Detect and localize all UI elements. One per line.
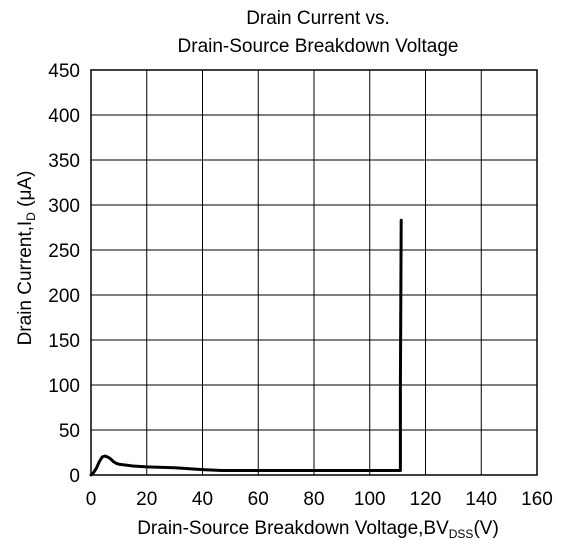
x-tick-label: 20 <box>136 489 157 510</box>
plot-frame <box>90 69 538 476</box>
y-axis-label-unit: (μA) <box>15 171 36 213</box>
y-tick-labels: 0 50 100 150 200 250 300 350 400 450 <box>48 61 80 487</box>
x-axis-label-subscript: DSS <box>449 527 474 541</box>
x-axis-label-unit: (V) <box>473 518 498 539</box>
x-axis-label-main: Drain-Source Breakdown Voltage,BV <box>137 518 449 539</box>
x-tick-labels: 0 20 40 60 80 100 120 140 160 <box>86 489 553 510</box>
chart-title-line-1: Drain Current vs. <box>246 8 390 29</box>
y-tick-label: 200 <box>48 286 80 307</box>
y-tick-label: 100 <box>48 376 80 397</box>
x-tick-label: 140 <box>465 489 497 510</box>
series-line <box>89 218 403 477</box>
chart-title-line-2: Drain-Source Breakdown Voltage <box>178 36 459 57</box>
x-tick-label: 120 <box>410 489 442 510</box>
x-tick-label: 60 <box>248 489 269 510</box>
x-axis-label: Drain-Source Breakdown Voltage,BVDSS(V) <box>137 518 499 541</box>
x-tick-label: 0 <box>86 489 97 510</box>
y-tick-label: 0 <box>69 466 80 487</box>
y-tick-label: 50 <box>59 421 80 442</box>
x-tick-label: 160 <box>521 489 553 510</box>
y-tick-label: 150 <box>48 331 80 352</box>
y-axis-label-main: Drain Current,I <box>15 221 36 346</box>
y-tick-label: 300 <box>48 196 80 217</box>
y-axis-label: Drain Current,ID (μA) <box>15 171 38 346</box>
y-tick-label: 250 <box>48 241 80 262</box>
y-axis-label-subscript: D <box>24 212 38 221</box>
x-tick-label: 40 <box>192 489 213 510</box>
y-tick-label: 350 <box>48 151 80 172</box>
y-tick-label: 450 <box>48 61 80 82</box>
series-layer <box>89 218 403 477</box>
grid <box>91 70 537 475</box>
x-tick-label: 100 <box>354 489 386 510</box>
x-tick-label: 80 <box>303 489 324 510</box>
y-tick-label: 400 <box>48 106 80 127</box>
